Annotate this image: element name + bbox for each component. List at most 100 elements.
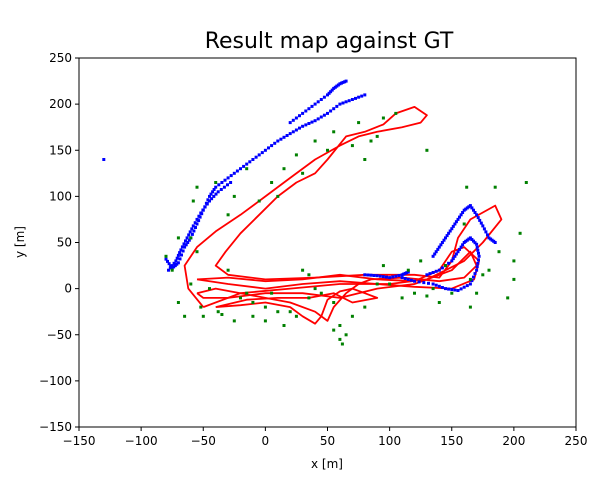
map-point bbox=[214, 185, 218, 189]
map-point bbox=[450, 227, 454, 231]
map-point bbox=[326, 93, 329, 97]
map-point bbox=[375, 274, 379, 278]
map-point bbox=[335, 104, 339, 108]
map-point bbox=[454, 252, 458, 256]
landmark-point bbox=[524, 181, 528, 184]
map-point bbox=[456, 289, 460, 292]
map-point bbox=[400, 276, 404, 280]
map-point bbox=[338, 82, 342, 86]
landmark-point bbox=[232, 319, 236, 323]
map-point bbox=[197, 214, 201, 218]
trajectory-line-1 bbox=[196, 250, 478, 322]
map-point bbox=[184, 243, 188, 247]
map-point bbox=[172, 261, 176, 265]
landmark-point bbox=[369, 139, 373, 143]
map-point bbox=[475, 268, 479, 272]
trajectory-line-2 bbox=[196, 246, 480, 290]
x-tick-label: 250 bbox=[565, 434, 588, 448]
map-point bbox=[229, 181, 233, 184]
map-point bbox=[465, 284, 469, 288]
map-point bbox=[197, 219, 201, 223]
landmark-point bbox=[468, 305, 472, 309]
plot-area bbox=[102, 79, 528, 346]
map-point bbox=[294, 116, 298, 120]
map-point bbox=[402, 272, 406, 276]
map-point bbox=[273, 141, 277, 145]
map-point bbox=[481, 224, 485, 228]
map-point bbox=[298, 114, 301, 118]
landmark-point bbox=[481, 273, 485, 277]
map-point bbox=[226, 176, 230, 180]
landmark-point bbox=[444, 264, 447, 268]
map-point bbox=[409, 278, 413, 282]
map-point bbox=[465, 238, 469, 242]
landmark-point bbox=[425, 294, 429, 298]
map-point bbox=[208, 199, 211, 203]
map-point bbox=[186, 241, 190, 244]
map-point bbox=[179, 248, 183, 252]
map-point bbox=[304, 123, 308, 127]
landmark-point bbox=[208, 287, 211, 291]
map-point bbox=[288, 132, 292, 136]
map-point bbox=[226, 183, 229, 187]
y-tick-label: −150 bbox=[39, 420, 72, 434]
map-point bbox=[327, 91, 331, 95]
landmark-point bbox=[195, 185, 199, 189]
map-point bbox=[459, 245, 463, 249]
landmark-point bbox=[340, 342, 344, 346]
map-point bbox=[451, 257, 455, 261]
map-point bbox=[313, 119, 317, 123]
landmark-point bbox=[462, 222, 466, 226]
map-point bbox=[478, 218, 482, 222]
map-point bbox=[232, 171, 236, 175]
map-point bbox=[445, 234, 449, 238]
axis-ticks: −150 −100 −50 0 50 100 150 200 250 −150 −100 −50 0 50… bbox=[39, 51, 587, 448]
landmark-point bbox=[506, 296, 510, 300]
map-point bbox=[319, 98, 323, 101]
map-point bbox=[366, 273, 370, 277]
map-point bbox=[304, 109, 308, 113]
landmark-point bbox=[251, 301, 255, 304]
landmark-point bbox=[381, 116, 385, 120]
landmark-point bbox=[431, 287, 435, 291]
y-tick-label: −100 bbox=[39, 374, 72, 388]
map-point bbox=[219, 188, 223, 191]
landmark-point bbox=[294, 314, 298, 318]
map-point bbox=[254, 155, 258, 159]
landmark-point bbox=[282, 167, 286, 171]
map-point bbox=[199, 211, 203, 215]
landmark-point bbox=[400, 296, 404, 300]
map-point bbox=[459, 213, 463, 217]
landmark-point bbox=[512, 259, 516, 263]
x-tick-label: −100 bbox=[125, 434, 158, 448]
map-point bbox=[468, 204, 472, 208]
map-point bbox=[472, 208, 475, 212]
landmark-point bbox=[301, 171, 305, 175]
landmark-point bbox=[201, 314, 205, 318]
landmark-point bbox=[199, 305, 203, 309]
map-point bbox=[464, 207, 468, 211]
map-point bbox=[381, 275, 385, 279]
map-point bbox=[437, 268, 441, 272]
landmark-point bbox=[313, 287, 317, 291]
map-point bbox=[102, 158, 106, 161]
landmark-point bbox=[220, 313, 224, 316]
map-point bbox=[288, 121, 292, 125]
landmark-point bbox=[170, 268, 174, 272]
map-point bbox=[338, 102, 342, 106]
landmark-point bbox=[189, 282, 193, 286]
map-point bbox=[475, 242, 479, 246]
map-point bbox=[472, 275, 475, 279]
map-point bbox=[447, 287, 451, 291]
map-point bbox=[294, 128, 298, 132]
map-point bbox=[476, 216, 480, 220]
map-point bbox=[229, 174, 233, 178]
map-point bbox=[472, 239, 475, 243]
map-point bbox=[344, 100, 348, 104]
map-point bbox=[468, 282, 472, 286]
map-point bbox=[479, 221, 483, 225]
map-point bbox=[406, 277, 410, 281]
map-point bbox=[406, 270, 410, 274]
map-point bbox=[332, 86, 336, 90]
x-tick-label: −50 bbox=[191, 434, 216, 448]
